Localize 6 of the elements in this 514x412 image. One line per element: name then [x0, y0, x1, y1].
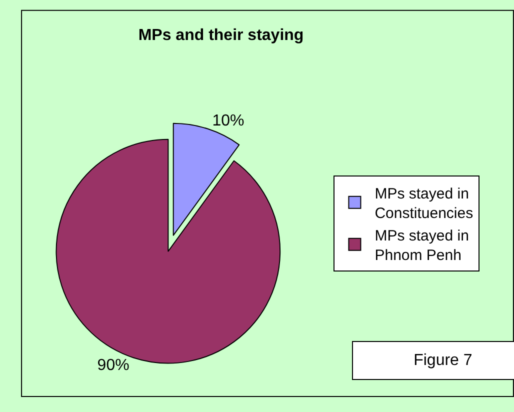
caption: Figure 7 — [414, 352, 472, 369]
legend-label: MPs stayed in Constituencies — [374, 186, 474, 222]
legend-label: MPs stayed in Phnom Penh — [374, 228, 469, 264]
chart-title: MPs and their staying — [138, 27, 304, 44]
data-label: 10% — [212, 112, 244, 130]
data-label: 90% — [97, 356, 130, 374]
